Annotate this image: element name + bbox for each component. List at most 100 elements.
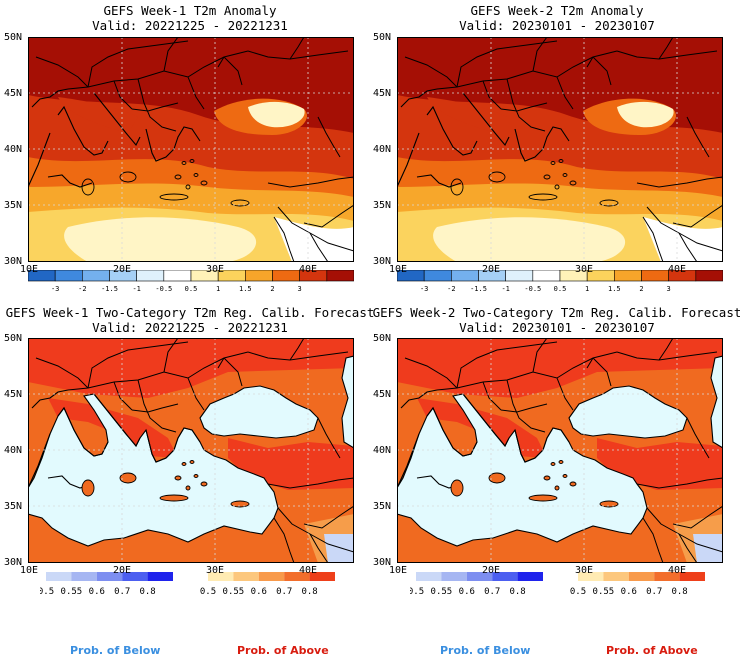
island	[193, 474, 199, 478]
legend-swatch-above	[679, 572, 705, 581]
coastline	[47, 174, 93, 188]
longitude-label: 30E	[206, 264, 225, 275]
legend-swatch-below	[517, 572, 543, 581]
island	[185, 184, 191, 190]
latitude-label: 30N	[4, 557, 23, 568]
legend-tick-label: 0.5	[570, 587, 586, 597]
longitude-label: 30E	[575, 565, 594, 576]
island	[450, 479, 464, 497]
longitude-label: 20E	[482, 264, 501, 275]
legend-tick-label: -1.5	[101, 285, 118, 293]
country-border	[289, 338, 305, 361]
country-border	[456, 341, 558, 389]
country-border	[456, 40, 558, 88]
island	[181, 462, 187, 466]
latitude-label: 30N	[373, 256, 392, 267]
longitude-label: 10E	[20, 264, 39, 275]
country-border	[658, 338, 674, 361]
country-border	[131, 102, 179, 112]
country-border	[35, 357, 89, 389]
country-border	[404, 357, 458, 389]
panel-valid-dates: Valid: 20230101 - 20230107	[459, 18, 655, 33]
latitude-label: 50N	[373, 32, 392, 43]
island	[599, 199, 619, 207]
legend-tick-label: 0.55	[223, 587, 245, 597]
anomaly-contour	[64, 217, 257, 262]
country-border	[163, 37, 179, 72]
latitude-label: 45N	[4, 88, 23, 99]
anomaly-map	[397, 37, 723, 262]
country-border	[187, 76, 205, 110]
panel-title: GEFS Week-2 T2m Anomaly	[470, 3, 644, 18]
panel-valid-dates: Valid: 20221225 - 20221231	[92, 18, 288, 33]
coastline	[28, 132, 51, 188]
map-frame	[28, 338, 354, 563]
coastline	[31, 389, 69, 409]
probability-map	[28, 338, 354, 563]
country-border	[267, 477, 354, 489]
legend-swatch	[245, 270, 273, 282]
legend-tick-label: 0.6	[621, 587, 637, 597]
island	[488, 472, 506, 484]
latitude-label: 35N	[373, 501, 392, 512]
legend-swatch-below	[492, 572, 518, 581]
coastline	[31, 88, 69, 108]
country-border	[642, 216, 664, 262]
anomaly-contour	[433, 217, 626, 262]
country-border	[556, 377, 574, 411]
country-border	[482, 381, 502, 411]
country-border	[672, 204, 723, 228]
island	[174, 174, 182, 180]
country-border	[223, 56, 243, 86]
country-border	[686, 417, 710, 459]
panel-title: GEFS Week-1 Two-Category T2m Reg. Calib.…	[5, 305, 375, 320]
legend-tick-label: 0.7	[276, 587, 292, 597]
legend-tick-label: 0.6	[459, 587, 475, 597]
legend-tick-label: -2	[78, 285, 86, 293]
legend-tick-label: 1	[216, 285, 220, 293]
coastline	[28, 433, 51, 489]
coastline	[426, 105, 478, 156]
legend-tick-label: 2	[639, 285, 643, 293]
country-border	[500, 403, 548, 413]
legend-swatch-above	[578, 572, 604, 581]
country-border	[317, 116, 341, 158]
longitude-label: 20E	[113, 264, 132, 275]
country-border	[506, 379, 546, 433]
legend-tick-label: -3	[420, 285, 428, 293]
coastline	[400, 389, 438, 409]
latitude-label: 30N	[373, 557, 392, 568]
latitude-label: 40N	[373, 445, 392, 456]
probability-zone	[693, 534, 723, 563]
latitude-label: 35N	[373, 200, 392, 211]
island	[550, 161, 556, 165]
legend-swatch-below	[466, 572, 493, 581]
caspian-sea	[341, 355, 354, 449]
country-border	[273, 216, 295, 262]
latitude-label: 50N	[4, 32, 23, 43]
island	[189, 159, 195, 163]
island	[543, 475, 551, 481]
island	[200, 481, 208, 487]
longitude-label: 40E	[299, 565, 318, 576]
map-frame	[397, 338, 723, 563]
legend-swatch-above	[233, 572, 259, 581]
prob-below-label: Prob. of Below	[70, 644, 161, 657]
legend-tick-label: 3	[667, 285, 671, 293]
island	[119, 171, 137, 183]
country-border	[592, 357, 612, 387]
legend-swatch-below	[122, 572, 148, 581]
country-border	[586, 357, 594, 369]
country-border	[87, 40, 189, 88]
latitude-label: 30N	[4, 256, 23, 267]
legend-tick-label: 0.5	[554, 285, 567, 293]
country-border	[303, 505, 354, 529]
panel-title: GEFS Week-1 T2m Anomaly	[103, 3, 277, 18]
legend-swatch-above	[603, 572, 629, 581]
island	[450, 178, 464, 196]
country-border	[317, 417, 341, 459]
legend-tick-label: -0.5	[155, 285, 172, 293]
island	[569, 180, 577, 186]
legend-swatch	[163, 270, 192, 282]
island	[569, 481, 577, 487]
